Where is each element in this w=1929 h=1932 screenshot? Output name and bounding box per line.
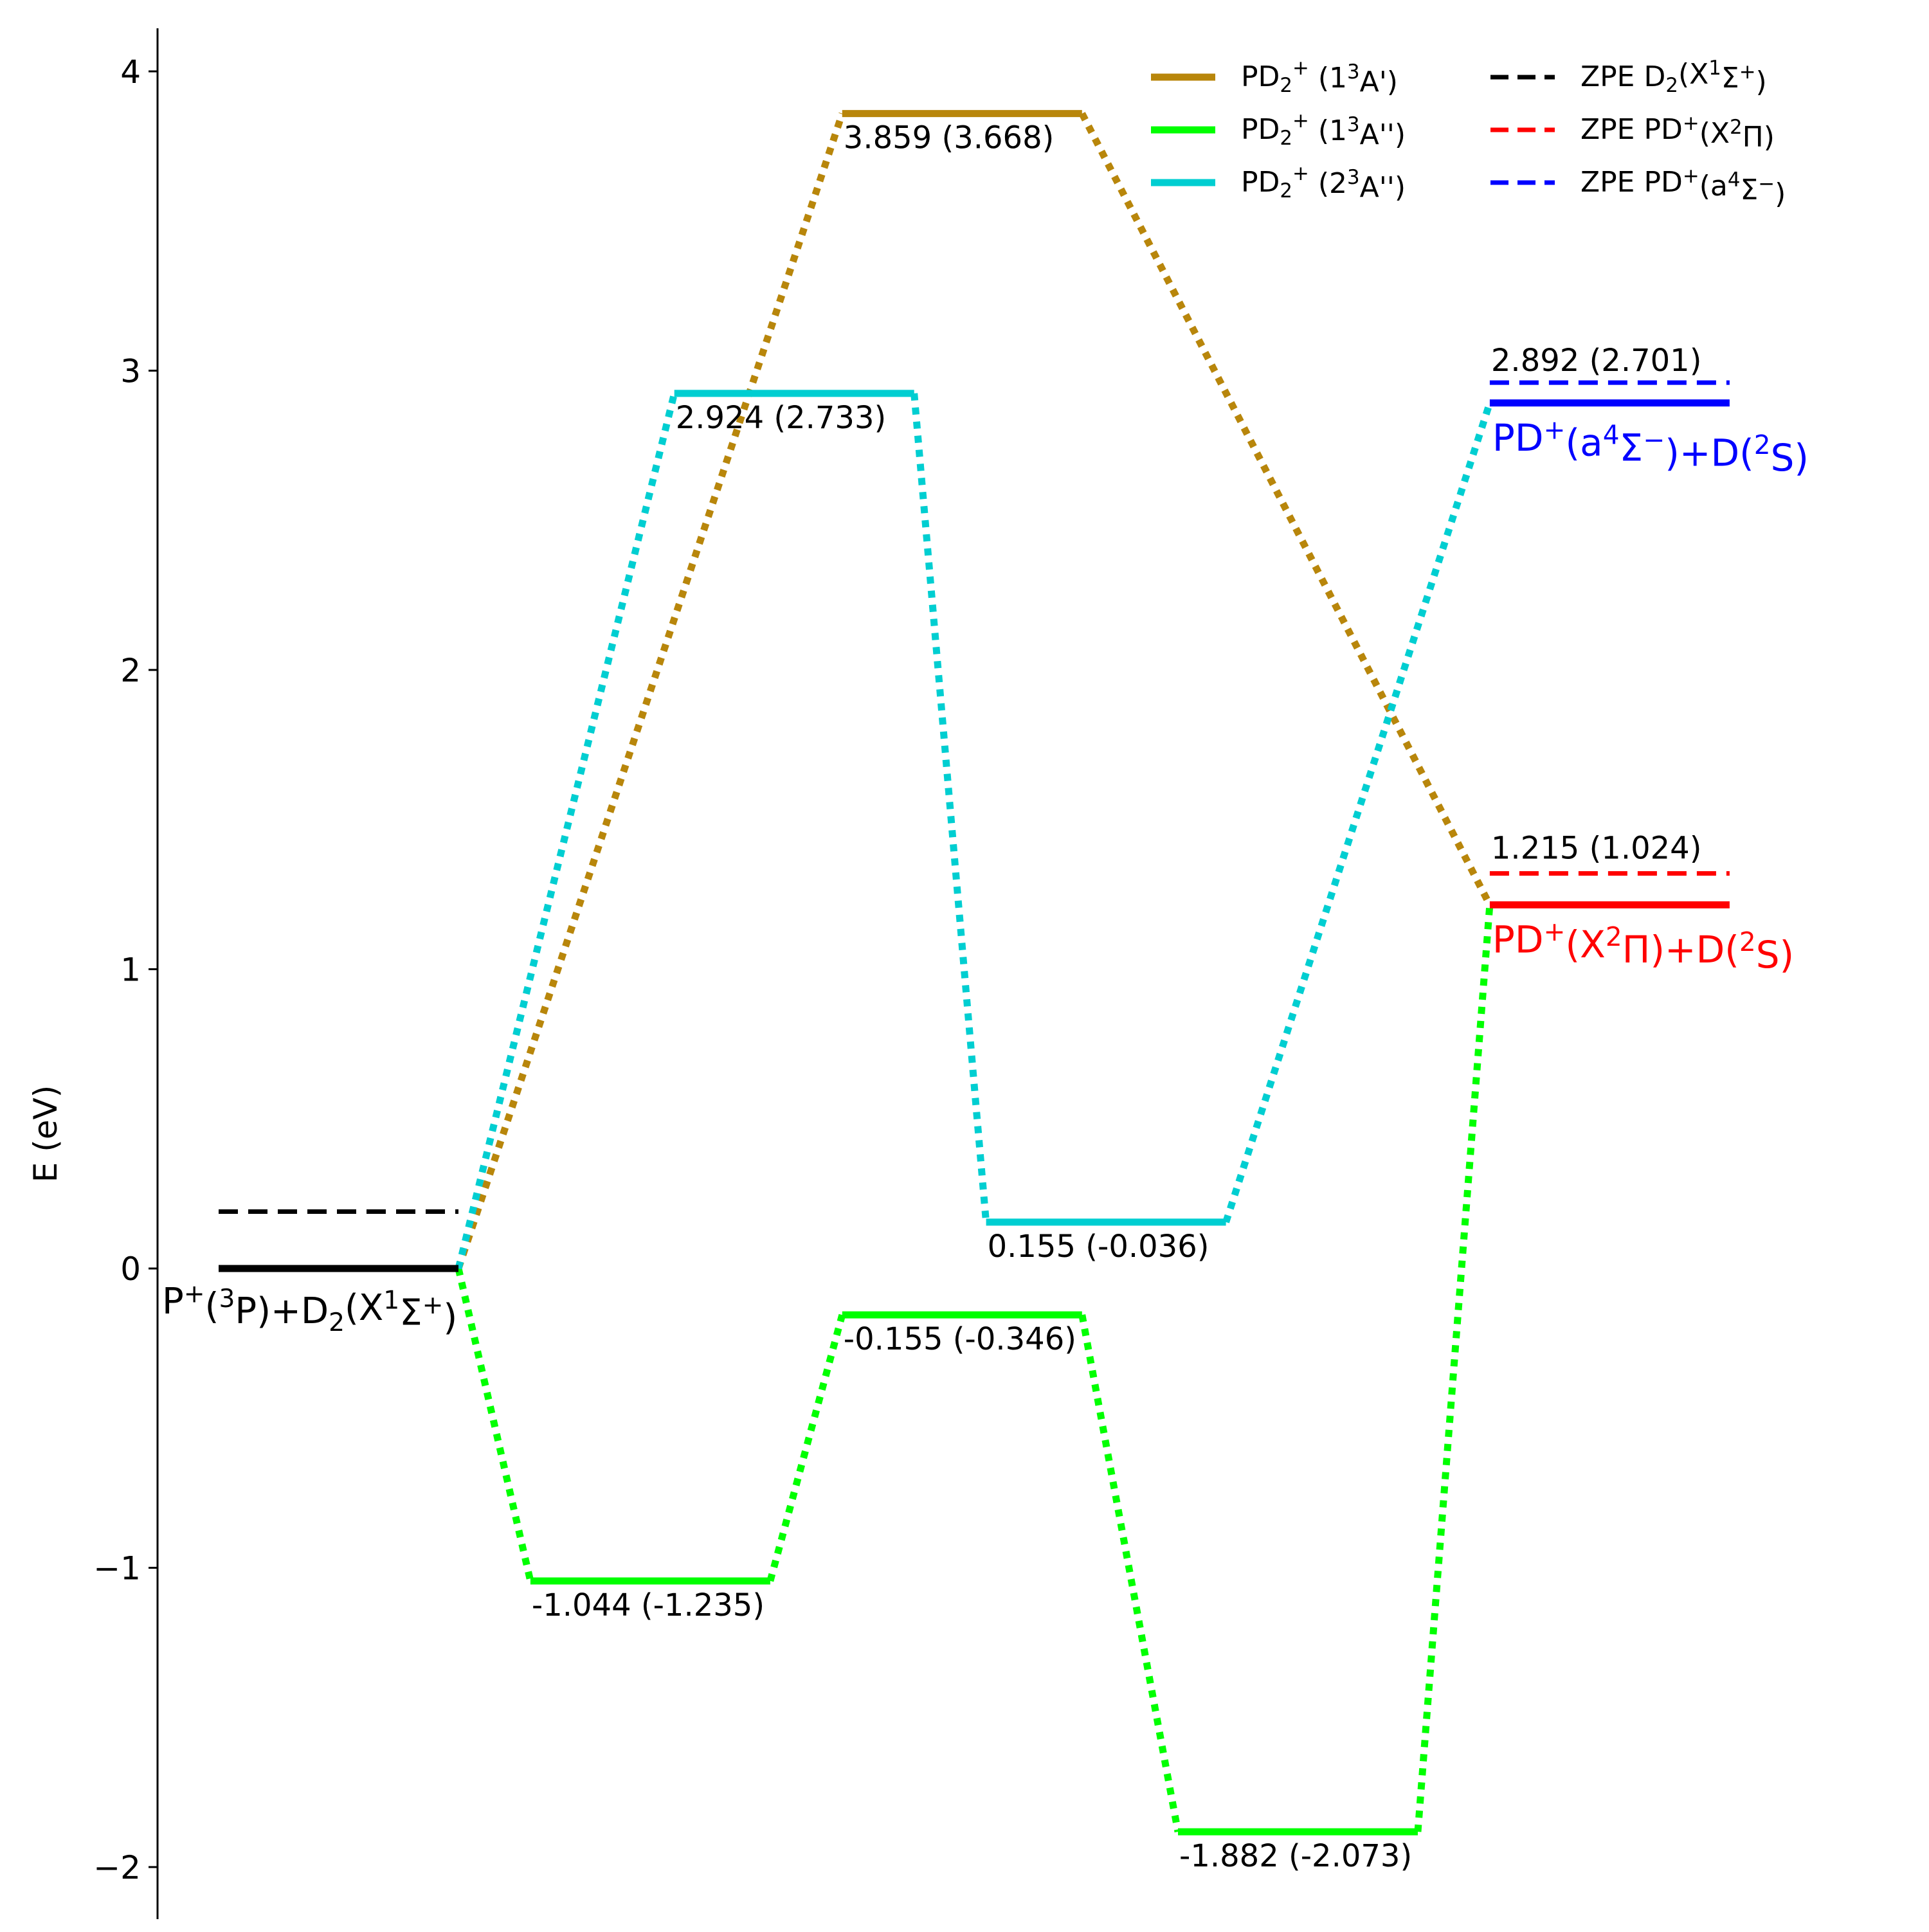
legend: PD2​+​ (13​A') PD2​+​ (13​A'') PD2​+​ (23​…	[1151, 57, 1786, 210]
y-tick-label: 3	[120, 353, 141, 390]
connector-2-0	[455, 392, 678, 1270]
connector-1-6	[1414, 904, 1494, 1832]
connector-1-2	[766, 1314, 846, 1582]
y-tick-label: 4	[120, 53, 141, 91]
level-label-ts-brown: 3.859 (3.668)	[844, 120, 1055, 156]
connector-0-0	[455, 112, 846, 1270]
level-label-ts-cyan: 2.924 (2.733)	[676, 400, 887, 436]
connector-1-0	[455, 1267, 534, 1582]
reactant-label: P+​(3​P)+D2​(X1​Σ+​)	[162, 1279, 457, 1339]
labels-layer: -1.044 (-1.235) -0.155 (-0.346) -1.882 (-2…	[162, 120, 1809, 1874]
legend-zpe-pda: ZPE PD+​(a4​Σ−​)	[1490, 165, 1786, 210]
levels-layer	[219, 110, 1730, 1836]
level-label-int3: -1.882 (-2.073)	[1179, 1838, 1412, 1874]
legend-zpe-pdx: ZPE PD+​(X2​Π)	[1490, 112, 1775, 154]
y-axis-title: E (eV)	[27, 1085, 64, 1182]
product-x-label: PD+​(X2​Π)+D(2​S)	[1492, 916, 1794, 977]
connector-1-4	[1078, 1314, 1182, 1833]
connectors-layer	[455, 112, 1494, 1833]
y-tick-label: 1	[120, 952, 141, 989]
product-a-label: PD+​(a4​Σ−​)+D(2​S)	[1492, 415, 1809, 480]
y-tick-label: 2	[120, 652, 141, 689]
legend-green: PD2​+​ (13​A'')	[1151, 109, 1406, 151]
legend-cyan-label: PD2​+​ (23​A'')	[1241, 162, 1406, 204]
legend-brown-label: PD2​+​ (13​A')	[1241, 57, 1398, 98]
connector-2-2	[910, 393, 990, 1223]
legend-zpe-pda-label: ZPE PD+​(a4​Σ−​)	[1580, 165, 1786, 210]
legend-cyan: PD2​+​ (23​A'')	[1151, 162, 1406, 204]
legend-green-label: PD2​+​ (13​A'')	[1241, 109, 1406, 151]
level-label-ts2-green: -0.155 (-0.346)	[844, 1321, 1076, 1357]
y-axis: 4 3 2 1 0 −1 −2 E (eV)	[27, 28, 159, 1919]
level-label-prod-a: 2.892 (2.701)	[1491, 343, 1702, 379]
y-tick-label: −1	[93, 1550, 141, 1587]
connector-0-2	[1078, 112, 1493, 907]
connector-2-4	[1222, 402, 1494, 1223]
y-tick-label: 0	[120, 1250, 141, 1288]
legend-zpe-d2: ZPE D2​(X1​Σ+​)	[1490, 57, 1767, 98]
legend-brown: PD2​+​ (13​A')	[1151, 57, 1398, 98]
y-tick-label: −2	[93, 1849, 141, 1886]
level-label-int-cyan: 0.155 (-0.036)	[988, 1229, 1209, 1265]
legend-zpe-d2-label: ZPE D2​(X1​Σ+​)	[1580, 57, 1767, 98]
legend-zpe-pdx-label: ZPE PD+​(X2​Π)	[1580, 112, 1775, 154]
level-label-prod-x: 1.215 (1.024)	[1491, 830, 1702, 866]
level-label-int1: -1.044 (-1.235)	[532, 1587, 765, 1623]
